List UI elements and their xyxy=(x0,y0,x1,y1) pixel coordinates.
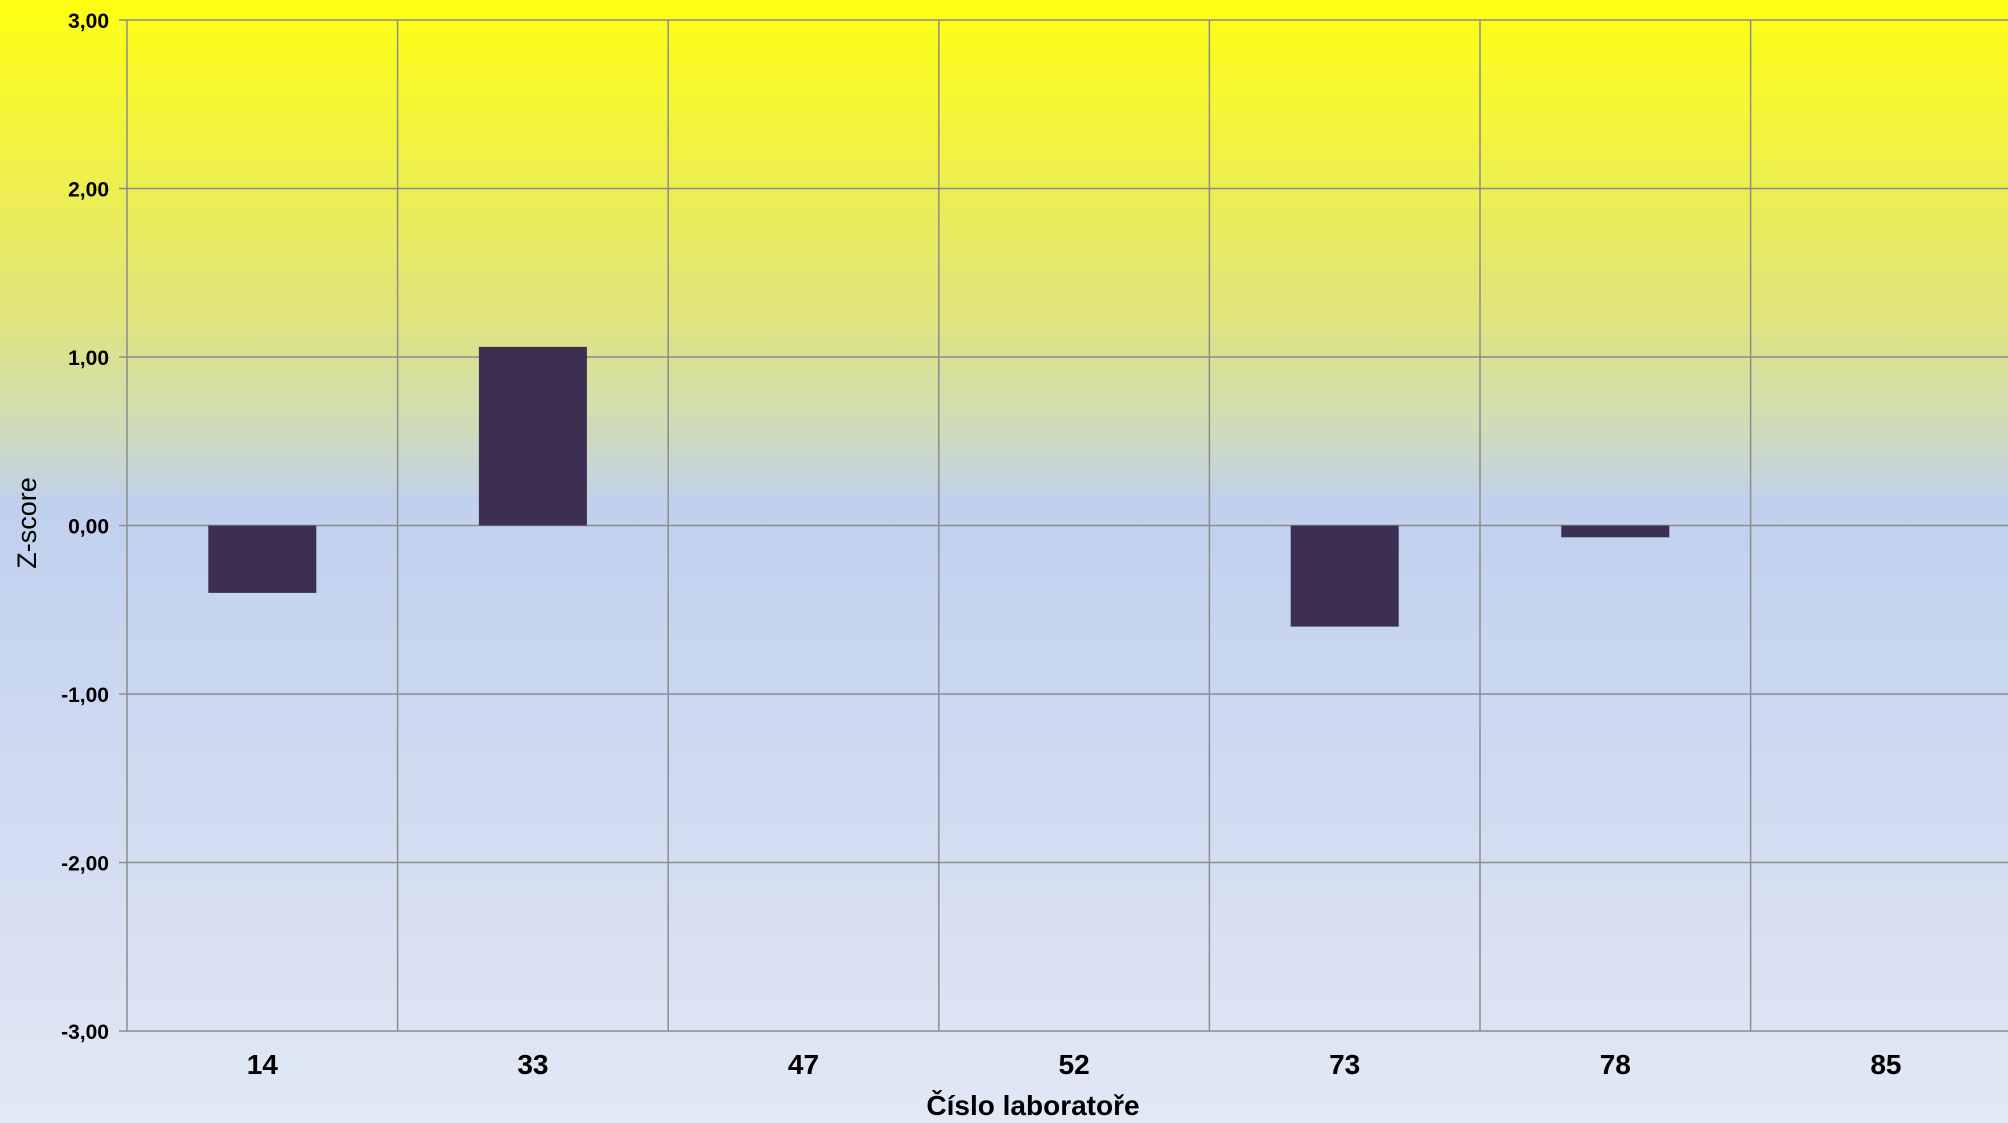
x-tick-label: 52 xyxy=(1059,1049,1090,1080)
x-tick-label: 47 xyxy=(788,1049,819,1080)
y-tick-label: -1,00 xyxy=(61,684,109,707)
x-tick-label: 85 xyxy=(1870,1049,1901,1080)
y-tick-label: 2,00 xyxy=(68,179,109,202)
x-tick-label: 78 xyxy=(1600,1049,1631,1080)
y-axis-tick-labels: 3,00 2,00 1,00 0,00 -1,00 -2,00 -3,00 xyxy=(61,10,109,1044)
x-tick-label: 73 xyxy=(1329,1049,1360,1080)
y-tick-label: 3,00 xyxy=(68,10,109,33)
bar-lab-14 xyxy=(208,525,317,593)
y-axis-title: Z-score xyxy=(12,477,42,569)
gridlines xyxy=(119,19,2008,1032)
y-tick-label: 1,00 xyxy=(68,347,109,370)
y-tick-label: 0,00 xyxy=(68,516,109,539)
x-tick-label: 33 xyxy=(517,1049,548,1080)
bar-lab-33 xyxy=(478,346,587,526)
x-tick-label: 14 xyxy=(247,1049,279,1080)
y-tick-label: -3,00 xyxy=(61,1021,109,1044)
bar-lab-78 xyxy=(1561,525,1670,538)
bars xyxy=(208,346,1670,627)
x-axis-title: Číslo laboratoře xyxy=(926,1089,1139,1121)
bar-lab-73 xyxy=(1290,525,1399,627)
x-axis-tick-labels: 14 33 47 52 73 78 85 xyxy=(247,1049,1902,1080)
y-tick-label: -2,00 xyxy=(61,853,109,876)
